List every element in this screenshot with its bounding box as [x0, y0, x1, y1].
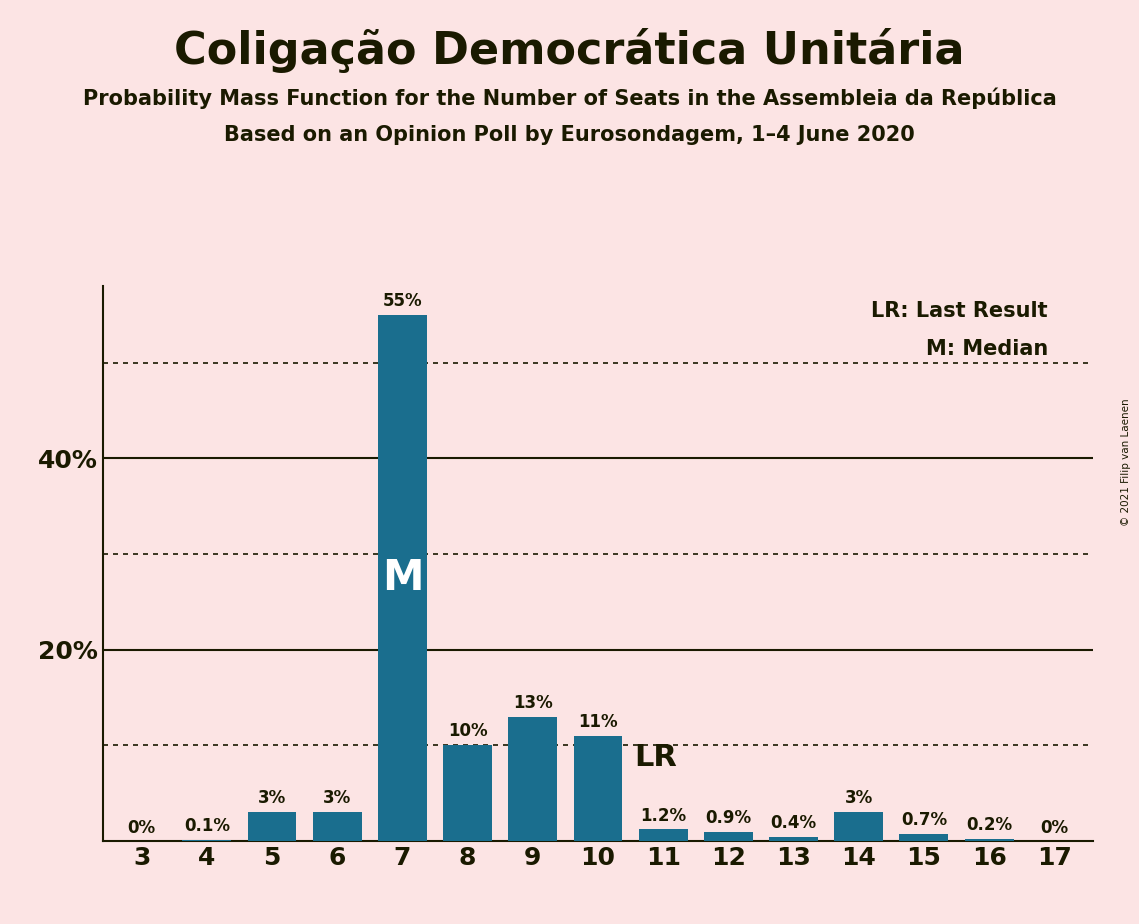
Text: LR: LR: [633, 743, 677, 772]
Text: 11%: 11%: [579, 713, 617, 731]
Text: Probability Mass Function for the Number of Seats in the Assembleia da República: Probability Mass Function for the Number…: [83, 88, 1056, 109]
Text: © 2021 Filip van Laenen: © 2021 Filip van Laenen: [1121, 398, 1131, 526]
Bar: [769, 837, 818, 841]
Text: 1.2%: 1.2%: [640, 807, 686, 824]
Text: M: M: [382, 557, 424, 599]
Bar: [639, 830, 688, 841]
Text: M: Median: M: Median: [926, 339, 1048, 359]
Text: Coligação Democrática Unitária: Coligação Democrática Unitária: [174, 28, 965, 73]
Text: LR: Last Result: LR: Last Result: [871, 301, 1048, 321]
Text: 55%: 55%: [383, 292, 423, 310]
Text: 0.1%: 0.1%: [183, 817, 230, 835]
Text: 3%: 3%: [845, 789, 872, 808]
Bar: [574, 736, 622, 841]
Bar: [900, 834, 949, 841]
Bar: [182, 840, 231, 841]
Bar: [313, 812, 362, 841]
Text: 3%: 3%: [323, 789, 351, 808]
Text: 0.9%: 0.9%: [705, 809, 752, 828]
Bar: [378, 315, 427, 841]
Bar: [443, 746, 492, 841]
Text: 0%: 0%: [1040, 819, 1068, 837]
Text: Based on an Opinion Poll by Eurosondagem, 1–4 June 2020: Based on an Opinion Poll by Eurosondagem…: [224, 125, 915, 145]
Bar: [834, 812, 883, 841]
Text: 0%: 0%: [128, 819, 156, 837]
Text: 0.2%: 0.2%: [966, 816, 1013, 834]
Text: 3%: 3%: [257, 789, 286, 808]
Text: 13%: 13%: [513, 694, 552, 711]
Text: 0.4%: 0.4%: [770, 814, 817, 833]
Text: 10%: 10%: [448, 723, 487, 740]
Bar: [508, 717, 557, 841]
Text: 0.7%: 0.7%: [901, 811, 947, 830]
Bar: [965, 839, 1014, 841]
Bar: [704, 833, 753, 841]
Bar: [247, 812, 296, 841]
